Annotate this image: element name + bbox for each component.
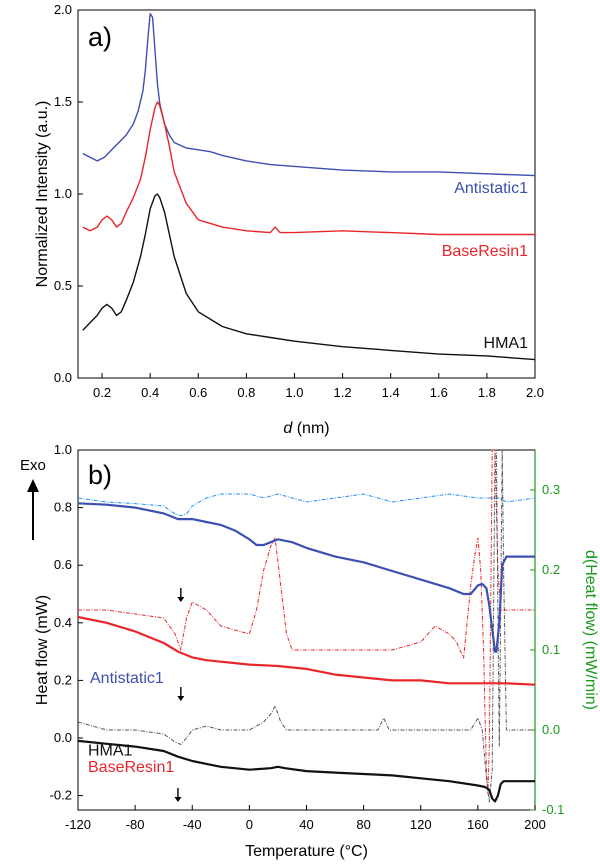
panel-b-transition-arrows (174, 588, 185, 802)
exo-arrow-icon (27, 479, 39, 540)
panel-b-series (77, 502, 536, 803)
panel-a: 0.2 0.4 0.6 0.8 1.0 1.2 1.4 1.6 1.8 2.0 0.0 0.5 1.0 1… (34, 2, 544, 437)
panel-b-derivative-line-hma1 (77, 449, 535, 803)
panel-b-y-tick-label: 0.6 (54, 557, 72, 572)
panel-b-y-axis-label: Heat flow (mW) (34, 595, 51, 705)
panel-b-label-hma1: HMA1 (88, 742, 133, 759)
panel-a-x-tick-label: 1.2 (334, 385, 352, 400)
panel-a-y-axis-label: Normalized Intensity (a.u.) (34, 101, 51, 288)
panel-a-series-line-antistatic1 (82, 12, 536, 177)
panel-b-x-tick-label: -80 (126, 817, 145, 832)
panel-b-y-tick-label: 0.8 (54, 500, 72, 515)
exo-label: Exo (20, 457, 46, 474)
panel-b-x-tick-label: 120 (410, 817, 432, 832)
panel-a-series-line-baseresin1 (82, 101, 535, 236)
panel-b-x-tick-label: 0 (246, 817, 253, 832)
panel-a-x-tick-label: 0.2 (93, 385, 111, 400)
panel-b-y-tick-label: 0.4 (54, 615, 72, 630)
panel-b-right-y-axis-label: d(Heat flow) (mW/min) (582, 550, 599, 710)
panel-a-label: a) (88, 22, 112, 52)
transition-arrowhead-icon (177, 696, 185, 701)
panel-a-y-tick-label: 1.5 (54, 94, 72, 109)
panel-b-right-y-tick-label: 0.1 (542, 642, 560, 657)
exo-arrowhead (27, 479, 39, 492)
panel-b-series-line-hma1 (77, 739, 535, 803)
panel-b-x-tick-label: -120 (65, 817, 91, 832)
panel-b-right-y-tick-label: 0.0 (542, 722, 560, 737)
transition-arrowhead-icon (177, 597, 185, 602)
panel-b-y-tick-label: -0.2 (50, 788, 72, 803)
panel-b-ticks: -120 -80 -40 0 40 80 120 160 200 -0.2 0.0 0.2 0.4 0.6… (50, 442, 565, 832)
panel-b-right-y-tick-label: 0.3 (542, 482, 560, 497)
panel-b-series-line-antistatic1 (77, 502, 535, 653)
panel-a-y-tick-label: 1.0 (54, 186, 72, 201)
panel-a-x-tick-label: 0.8 (237, 385, 255, 400)
panel-b-y-tick-label: 0.2 (54, 672, 72, 687)
panel-a-x-tick-label: 1.4 (382, 385, 400, 400)
panel-b-derivative-series (77, 449, 536, 803)
panel-a-x-tick-label: 1.8 (478, 385, 496, 400)
panel-b-series-line-baseresin1 (77, 615, 536, 686)
panel-a-x-tick-label: 0.4 (141, 385, 159, 400)
panel-a-x-tick-label: 0.6 (189, 385, 207, 400)
panel-a-series-line-hma1 (82, 193, 536, 361)
panel-b-x-tick-label: 200 (524, 817, 546, 832)
panel-a-label-antistatic1: Antistatic1 (454, 180, 528, 197)
panel-b-right-y-tick-label: -0.1 (542, 802, 564, 817)
panel-b-x-tick-label: 160 (467, 817, 489, 832)
panel-a-series (82, 12, 536, 361)
panel-b-right-y-tick-label: 0.2 (542, 562, 560, 577)
panel-b-y-tick-label: 0.0 (54, 730, 72, 745)
panel-a-x-tick-label: 2.0 (526, 385, 544, 400)
panel-a-x-axis-label-unit: (nm) (292, 420, 329, 437)
panel-a-y-tick-label: 2.0 (54, 2, 72, 17)
transition-arrowhead-icon (174, 797, 182, 802)
panel-a-series-labels: Antistatic1 BaseResin1 HMA1 (442, 180, 528, 352)
panel-b-derivative-line-antistatic1 (77, 493, 536, 517)
panel-b-x-tick-label: 80 (356, 817, 370, 832)
panel-a-y-tick-label: 0.5 (54, 278, 72, 293)
panel-a-x-tick-label: 1.0 (285, 385, 303, 400)
panel-b: -120 -80 -40 0 40 80 120 160 200 -0.2 0.0 0.2 0.4 0.6… (20, 442, 599, 860)
panel-b-label-baseresin1: BaseResin1 (88, 759, 174, 776)
panel-b-plot-frame (77, 449, 536, 811)
panel-a-x-axis-label: d (nm) (283, 420, 329, 437)
panel-b-y-tick-label: 1.0 (54, 442, 72, 457)
panel-b-label-antistatic1: Antistatic1 (90, 670, 164, 687)
panel-b-x-tick-label: -40 (183, 817, 202, 832)
panel-a-x-tick-label: 1.6 (430, 385, 448, 400)
panel-a-label-hma1: HMA1 (484, 335, 529, 352)
panel-a-label-baseresin1: BaseResin1 (442, 243, 528, 260)
panel-a-y-tick-label: 0.0 (54, 370, 72, 385)
panel-b-derivative-line-baseresin1 (78, 449, 535, 795)
panel-a-ticks: 0.2 0.4 0.6 0.8 1.0 1.2 1.4 1.6 1.8 2.0 0.0 0.5 1.0 1… (54, 2, 544, 400)
panel-a-x-axis-label-italic: d (283, 420, 293, 437)
panel-b-x-axis-label: Temperature (°C) (245, 843, 368, 860)
panel-b-label: b) (88, 460, 112, 490)
panel-b-x-tick-label: 40 (299, 817, 313, 832)
